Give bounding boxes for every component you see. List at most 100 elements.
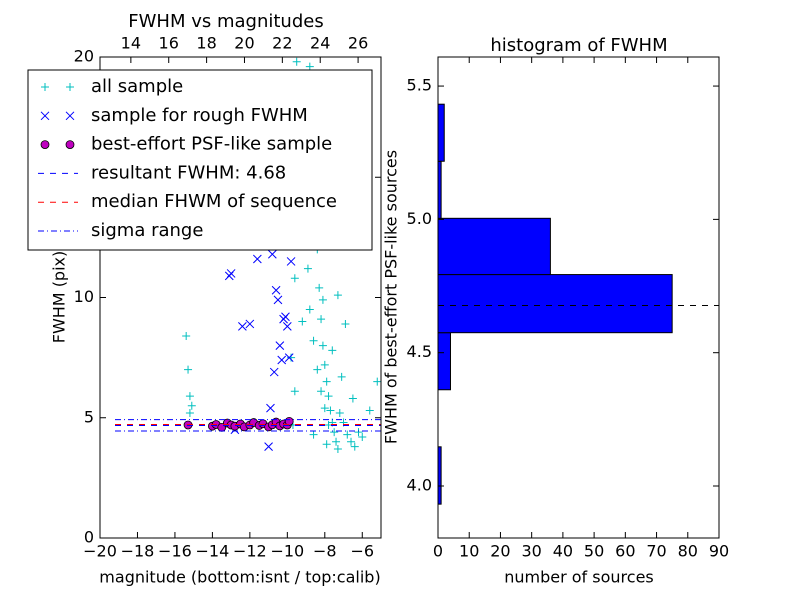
x-tick-label: 70 bbox=[646, 542, 666, 561]
legend bbox=[27, 69, 373, 251]
point bbox=[284, 353, 294, 362]
top-x-tick-label: 18 bbox=[196, 34, 216, 53]
x-tick-label: −14 bbox=[196, 542, 230, 561]
point bbox=[286, 257, 296, 266]
x-tick-label: 30 bbox=[521, 542, 541, 561]
point bbox=[264, 442, 273, 451]
point bbox=[298, 317, 307, 326]
bar bbox=[437, 103, 445, 162]
point bbox=[328, 346, 337, 355]
y-tick-label: 5.0 bbox=[407, 209, 432, 228]
point bbox=[184, 365, 193, 374]
bar bbox=[437, 274, 673, 334]
x-tick-label: 60 bbox=[615, 542, 635, 561]
point bbox=[322, 377, 331, 386]
x-tick-label: −16 bbox=[158, 542, 192, 561]
legend-marker bbox=[65, 140, 75, 150]
top-x-tick-label: 16 bbox=[159, 34, 179, 53]
point bbox=[282, 322, 292, 331]
y-tick-label: 4.5 bbox=[407, 342, 432, 361]
point bbox=[317, 315, 326, 324]
point bbox=[273, 295, 283, 305]
point bbox=[245, 319, 255, 329]
x-tick-label: 40 bbox=[553, 542, 573, 561]
point bbox=[290, 387, 299, 396]
point bbox=[292, 57, 301, 66]
chart-title: FWHM vs magnitudes bbox=[128, 11, 323, 32]
x-tick-label: −12 bbox=[233, 542, 267, 561]
point bbox=[303, 264, 312, 273]
x-tick-label: 80 bbox=[678, 542, 698, 561]
point bbox=[224, 271, 234, 281]
legend-label: sigma range bbox=[91, 220, 203, 241]
point bbox=[320, 404, 329, 413]
top-x-tick-label: 26 bbox=[348, 34, 368, 53]
top-x-tick-label: 14 bbox=[121, 34, 141, 53]
point bbox=[341, 319, 350, 328]
bar bbox=[437, 217, 551, 276]
point bbox=[333, 445, 342, 454]
x-axis-label: magnitude (bottom:isnt / top:calib) bbox=[99, 568, 380, 587]
point bbox=[267, 249, 277, 259]
x-tick-label: −18 bbox=[121, 542, 155, 561]
point bbox=[318, 341, 327, 350]
legend-marker bbox=[41, 83, 49, 91]
axes-frame bbox=[437, 56, 720, 539]
point bbox=[354, 428, 363, 437]
legend-label: sample for rough FWHM bbox=[91, 105, 308, 126]
top-x-tick-label: 20 bbox=[234, 34, 254, 53]
legend-marker bbox=[65, 111, 75, 121]
point bbox=[347, 437, 356, 446]
point bbox=[317, 387, 326, 396]
legend-label: resultant FWHM: 4.68 bbox=[91, 162, 286, 183]
point bbox=[185, 408, 194, 417]
point bbox=[253, 254, 262, 264]
point bbox=[309, 336, 318, 345]
legend-label: best-effort PSF-like sample bbox=[91, 134, 332, 155]
legend-marker bbox=[40, 111, 50, 121]
point bbox=[326, 406, 335, 415]
point bbox=[373, 377, 381, 386]
point bbox=[287, 353, 296, 362]
x-tick-label: −6 bbox=[350, 542, 374, 561]
point bbox=[337, 372, 346, 381]
point bbox=[290, 274, 299, 283]
point bbox=[182, 331, 191, 340]
point bbox=[277, 355, 287, 365]
y-axis-label: FWHM (pix) bbox=[50, 251, 69, 344]
point bbox=[315, 283, 324, 292]
point bbox=[309, 430, 318, 439]
point bbox=[187, 401, 196, 410]
point bbox=[348, 394, 357, 403]
legend-marker bbox=[66, 83, 74, 91]
y-tick-label: 0 bbox=[84, 528, 94, 547]
point bbox=[281, 312, 290, 322]
legend-label: all sample bbox=[91, 76, 183, 97]
x-tick-label: 50 bbox=[584, 542, 604, 561]
point bbox=[350, 442, 359, 451]
point bbox=[318, 295, 327, 304]
point bbox=[185, 392, 194, 401]
point bbox=[238, 322, 247, 331]
point bbox=[275, 341, 285, 350]
point bbox=[305, 62, 314, 71]
y-axis-label: FWHM of best-effort PSF-like sources bbox=[382, 150, 401, 444]
point bbox=[358, 432, 367, 441]
point bbox=[271, 285, 281, 295]
x-axis-label: number of sources bbox=[504, 568, 654, 587]
legend-marker bbox=[40, 140, 50, 150]
point bbox=[320, 360, 329, 369]
point bbox=[330, 428, 339, 437]
point bbox=[343, 430, 352, 439]
point bbox=[332, 437, 341, 446]
y-tick-label: 10 bbox=[74, 287, 94, 306]
point bbox=[365, 406, 374, 415]
top-x-tick-label: 22 bbox=[272, 34, 292, 53]
point bbox=[266, 403, 275, 413]
top-x-tick-label: 24 bbox=[310, 34, 330, 53]
x-tick-label: 20 bbox=[490, 542, 510, 561]
x-tick-label: 90 bbox=[709, 542, 729, 561]
chart-title: histogram of FWHM bbox=[490, 35, 667, 56]
point bbox=[313, 365, 322, 374]
